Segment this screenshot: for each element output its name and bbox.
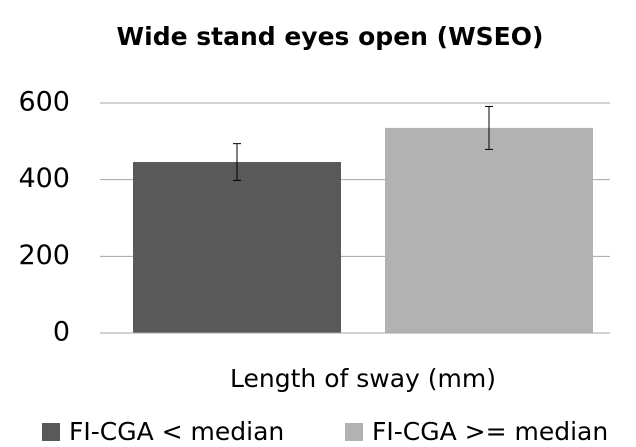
chart-title: Wide stand eyes open (WSEO)	[117, 22, 544, 51]
legend-swatch	[345, 423, 363, 441]
x-axis-label: Length of sway (mm)	[230, 364, 496, 393]
legend-label: FI-CGA >= median	[372, 417, 608, 446]
y-tick-label: 0	[53, 317, 70, 348]
bar	[133, 162, 341, 333]
y-tick-label: 200	[18, 240, 70, 271]
legend-label: FI-CGA < median	[69, 417, 284, 446]
legend-swatch	[42, 423, 60, 441]
bar	[385, 127, 593, 334]
y-tick-label: 400	[18, 163, 70, 194]
error-bar	[233, 143, 241, 181]
error-bar	[485, 105, 493, 150]
y-tick-label: 600	[18, 87, 70, 118]
